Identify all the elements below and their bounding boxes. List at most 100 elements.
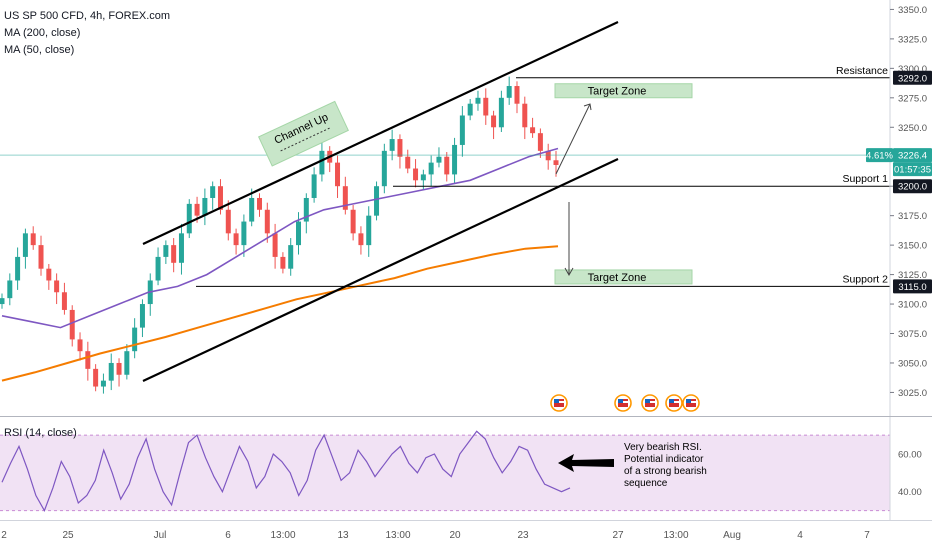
candle-body <box>280 256 286 269</box>
price-badge-label: 4.61% <box>866 151 893 162</box>
candle-body <box>553 160 559 165</box>
price-tick-label: 3100.0 <box>898 300 927 311</box>
candle-body <box>436 156 442 163</box>
candle-body <box>61 292 67 310</box>
level-label: Support 1 <box>842 173 888 185</box>
candle-body <box>530 127 536 134</box>
candle-body <box>272 233 278 257</box>
time-tick-label: 25 <box>62 530 74 541</box>
chart-legend: US SP 500 CFD, 4h, FOREX.com MA (200, cl… <box>4 8 170 59</box>
candle-body <box>428 162 434 175</box>
price-badge-label: 3226.4 <box>898 151 927 162</box>
candle-body <box>311 174 317 198</box>
candle-body <box>537 133 543 151</box>
price-badge-label: 3292.0 <box>898 73 927 84</box>
price-tick-label: 3250.0 <box>898 123 927 134</box>
candle-body <box>210 186 216 198</box>
price-tick-label: 3025.0 <box>898 388 927 399</box>
candle-body <box>475 97 481 104</box>
price-tick-label: 3050.0 <box>898 358 927 369</box>
candle-body <box>483 97 489 116</box>
us-flag-event-icon <box>665 394 683 412</box>
arrow-up <box>555 103 592 175</box>
price-badge-bg <box>893 148 932 163</box>
candle-body <box>514 86 520 104</box>
price-badge-bg <box>893 162 932 177</box>
candle-body <box>335 162 341 187</box>
candle-body <box>85 351 91 369</box>
price-badge: 3115.0 <box>893 279 932 294</box>
candles <box>0 76 559 394</box>
candle-body <box>217 186 223 210</box>
candle-body <box>22 233 28 257</box>
price-tick-label: 3325.0 <box>898 34 927 45</box>
price-tick-label: 3150.0 <box>898 241 927 252</box>
time-tick-label: 2 <box>1 530 7 541</box>
channel-lower-line <box>142 158 619 382</box>
candle-body <box>264 209 270 234</box>
candle-body <box>108 362 114 381</box>
candle-body <box>15 256 21 281</box>
time-tick-label: Jul <box>154 530 167 541</box>
rsi-line <box>1 430 571 513</box>
flag-canton <box>686 399 691 403</box>
rsi-tick-label: 60.00 <box>898 449 922 460</box>
candle-body <box>342 186 348 210</box>
candle-body <box>350 209 356 234</box>
candle-body <box>374 186 380 216</box>
flag-canton <box>645 399 650 403</box>
candle-body <box>452 144 458 175</box>
legend-ma200: MA (200, close) <box>4 27 81 39</box>
price-badge: 4.61% <box>866 148 894 163</box>
candle-body <box>506 86 512 98</box>
rsi-tick-label: 40.00 <box>898 487 922 498</box>
candle-body <box>202 197 208 216</box>
price-badge: 01:57:35 <box>893 162 932 177</box>
candle-body <box>77 339 83 352</box>
indicator-lines <box>1 147 559 382</box>
price-badge-bg <box>893 70 932 85</box>
candle-body <box>522 103 528 128</box>
rsi-band <box>0 435 890 511</box>
candle-body <box>256 197 262 210</box>
candle-body <box>397 139 403 157</box>
candle-body <box>241 221 247 246</box>
candle-body <box>139 304 145 328</box>
us-flag-event-icon <box>682 394 700 412</box>
arrow-head <box>564 267 574 277</box>
target-zone-label: Target Zone <box>588 272 647 284</box>
us-flag-event-icon <box>641 394 659 412</box>
candle-body <box>459 115 465 145</box>
target-zone-box <box>554 83 693 99</box>
price-badge: 3226.4 <box>893 148 932 163</box>
candle-body <box>444 156 450 175</box>
time-tick-label: Aug <box>723 530 741 541</box>
chart-title: US SP 500 CFD, 4h, FOREX.com <box>4 10 171 22</box>
candle-body <box>366 215 372 246</box>
time-tick-label: 13:00 <box>270 530 295 541</box>
price-tick-label: 3300.0 <box>898 64 927 75</box>
flag-canton <box>618 399 623 403</box>
candle-body <box>498 97 504 128</box>
time-tick-label: 20 <box>449 530 461 541</box>
time-tick-label: 13 <box>337 530 349 541</box>
ma50-line <box>1 147 559 329</box>
flag-canton <box>669 399 674 403</box>
candle-body <box>54 280 60 293</box>
target-zone-box <box>554 269 693 285</box>
candle-body <box>30 233 36 246</box>
price-badge-label: 01:57:35 <box>894 165 931 176</box>
ma200-line <box>1 245 559 382</box>
candle-body <box>296 221 302 246</box>
rsi-note-text: Very bearish RSI. Potential indicator of a… <box>624 442 707 489</box>
time-tick-label: 13:00 <box>663 530 688 541</box>
candle-body <box>124 351 130 375</box>
candle-body <box>194 203 200 216</box>
arrow-head <box>583 103 592 111</box>
price-tick-label: 3275.0 <box>898 93 927 104</box>
price-axis-bg <box>890 0 932 550</box>
time-tick-label: 7 <box>864 530 870 541</box>
us-flag-event-icon <box>614 394 632 412</box>
